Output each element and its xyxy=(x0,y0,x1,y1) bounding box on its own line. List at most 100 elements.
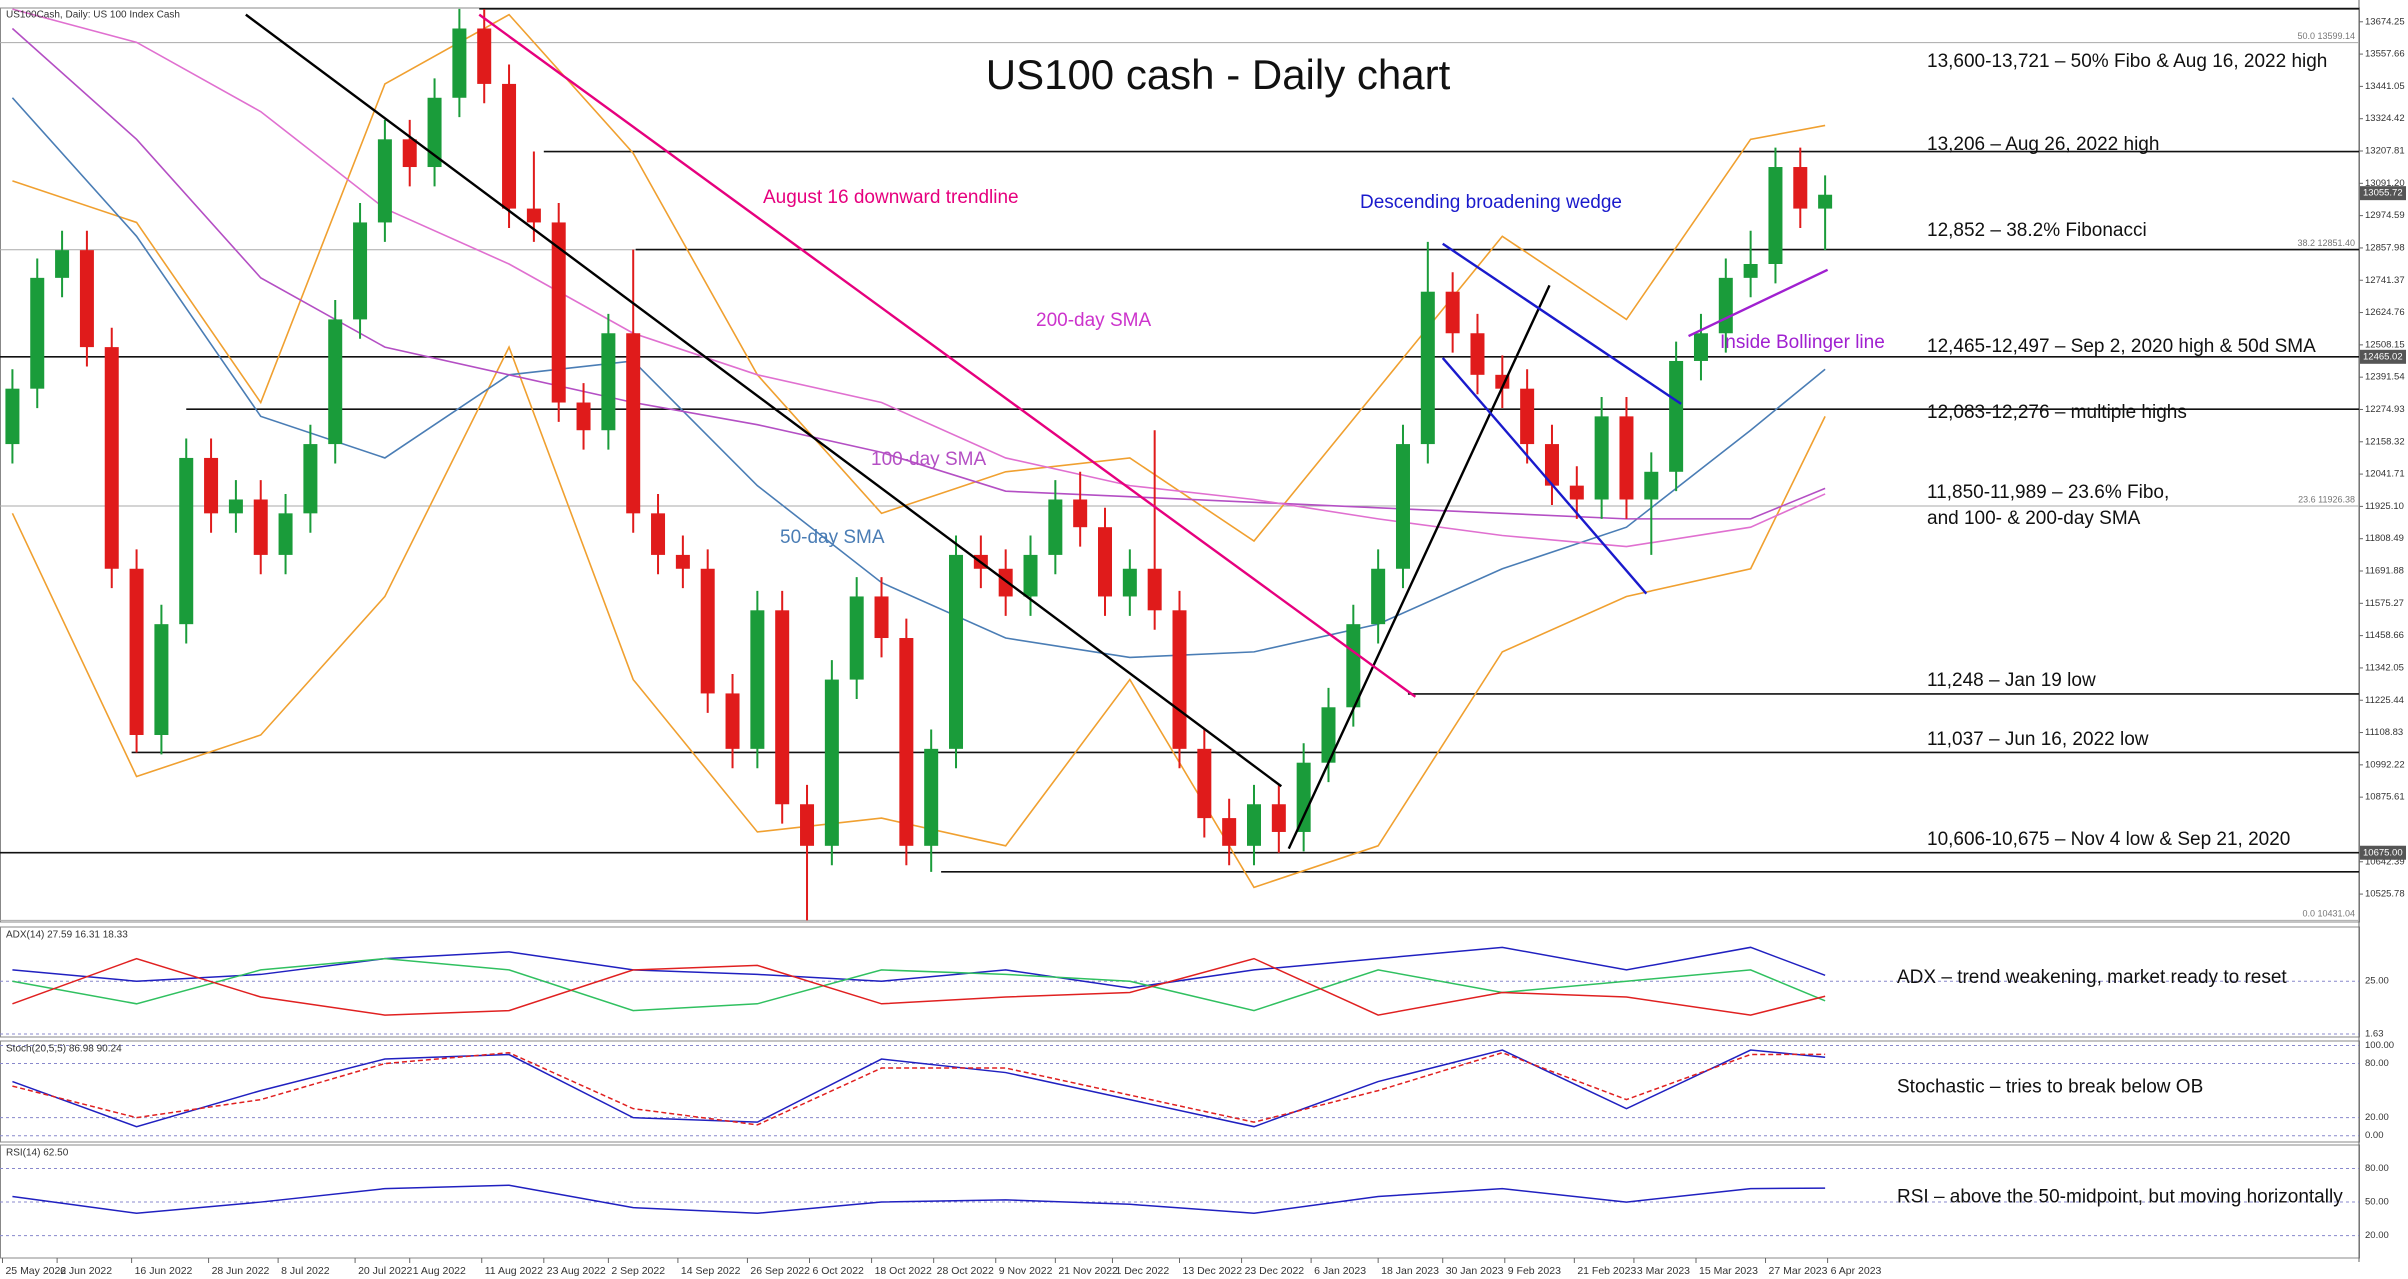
x-tick-label: 1 Dec 2022 xyxy=(1115,1265,1169,1277)
level-note: 11,850-11,989 – 23.6% Fibo, xyxy=(1927,482,2169,503)
y-tick-label: 12857.98 xyxy=(2365,242,2405,253)
level-note: 12,083-12,276 – multiple highs xyxy=(1927,402,2187,423)
candle-body xyxy=(1743,263,1758,278)
candle-body xyxy=(1073,499,1088,528)
level-note: 13,206 – Aug 26, 2022 high xyxy=(1927,134,2159,155)
y-tick-label: 12508.15 xyxy=(2365,339,2405,350)
level-note: 11,037 – Jun 16, 2022 low xyxy=(1927,729,2149,750)
candle-body xyxy=(1246,804,1261,846)
x-tick-label: 30 Jan 2023 xyxy=(1446,1265,1504,1277)
x-tick-label: 20 Jul 2022 xyxy=(358,1265,412,1277)
trendline xyxy=(1287,284,1551,850)
x-tick-label: 9 Nov 2022 xyxy=(999,1265,1053,1277)
y-tick-label: 11108.83 xyxy=(2365,727,2403,738)
x-tick-label: 11 Aug 2022 xyxy=(485,1265,543,1277)
candle-body xyxy=(1793,167,1808,209)
candle-body xyxy=(55,250,70,278)
level-note: 13,600-13,721 – 50% Fibo & Aug 16, 2022 … xyxy=(1927,51,2327,72)
candle-body xyxy=(849,596,864,680)
candle-body xyxy=(1520,388,1535,445)
candle-body xyxy=(1122,568,1137,597)
candle-body xyxy=(154,624,169,735)
indicator-line xyxy=(11,27,1826,520)
indicator-line xyxy=(12,8,1826,548)
y-tick-label: 11691.88 xyxy=(2365,566,2404,577)
y-tick-label: 10642.39 xyxy=(2365,856,2405,867)
x-tick-label: 27 Mar 2023 xyxy=(1769,1265,1828,1277)
candle-body xyxy=(30,277,45,389)
panel-note: RSI – above the 50-midpoint, but moving … xyxy=(1897,1187,2343,1208)
y-tick-label: 13324.42 xyxy=(2365,113,2405,124)
y-tick-label: 12158.32 xyxy=(2365,436,2405,447)
annotation: 100-day SMA xyxy=(871,449,986,470)
candle-body xyxy=(5,388,20,445)
candle-body xyxy=(204,457,219,514)
candle-body xyxy=(874,596,889,639)
candle-body xyxy=(402,139,417,168)
panel-note: ADX – trend weakening, market ready to r… xyxy=(1897,967,2287,988)
x-tick-label: 9 Feb 2023 xyxy=(1508,1265,1561,1277)
y-tick-label: 11925.10 xyxy=(2365,501,2404,512)
candle-body xyxy=(601,333,616,431)
indicator-line xyxy=(12,13,1826,543)
candle-body xyxy=(1544,444,1559,486)
candle-body xyxy=(1693,333,1708,361)
candle-body xyxy=(1718,277,1733,334)
trendline xyxy=(1442,242,1682,405)
price-tag xyxy=(2360,845,2406,860)
x-tick-label: 21 Nov 2022 xyxy=(1058,1265,1118,1277)
annotation: August 16 downward trendline xyxy=(763,187,1019,208)
plot-area xyxy=(0,8,2359,921)
candle-body xyxy=(1594,416,1609,500)
x-tick-label: 13 Dec 2022 xyxy=(1183,1265,1243,1277)
x-tick-label: 1 Aug 2022 xyxy=(413,1265,466,1277)
candle-body xyxy=(179,457,194,625)
y-tick-label: 11808.49 xyxy=(2365,533,2404,544)
candle-body xyxy=(1669,360,1684,472)
candle-body xyxy=(1371,568,1386,625)
y-tick-label: 13207.81 xyxy=(2365,146,2405,157)
y-tick-label: 25.00 xyxy=(2365,976,2389,987)
candle-body xyxy=(576,402,591,431)
candle-body xyxy=(824,679,839,846)
x-tick-label: 28 Jun 2022 xyxy=(212,1265,270,1277)
y-tick-label: 20.00 xyxy=(2365,1230,2389,1241)
x-tick-label: 6 Apr 2023 xyxy=(1831,1265,1882,1277)
x-tick-label: 23 Dec 2022 xyxy=(1245,1265,1305,1277)
candle-body xyxy=(1197,748,1212,819)
annotation: Descending broadening wedge xyxy=(1360,192,1622,213)
y-tick-label: 12624.76 xyxy=(2365,307,2405,318)
x-tick-label: 15 Mar 2023 xyxy=(1699,1265,1758,1277)
chart-title: US100 cash - Daily chart xyxy=(986,51,1451,98)
candle-body xyxy=(651,513,666,555)
fibo-label: 50.0 13599.14 xyxy=(2297,31,2355,41)
x-tick-label: 16 Jun 2022 xyxy=(135,1265,193,1277)
level-note: and 100- & 200-day SMA xyxy=(1927,508,2141,529)
candle-body xyxy=(1296,762,1311,832)
level-note: 12,852 – 38.2% Fibonacci xyxy=(1927,220,2147,241)
indicator-line xyxy=(11,345,1826,889)
candle-body xyxy=(303,444,318,514)
candle-body xyxy=(700,568,715,694)
candle-body xyxy=(253,499,268,555)
y-tick-label: 11225.44 xyxy=(2365,695,2404,706)
candle-body xyxy=(725,693,740,749)
candle-body xyxy=(1098,527,1113,597)
candle-body xyxy=(1470,333,1485,375)
candle-body xyxy=(899,638,914,846)
panel-header: Stoch(20,5,5) 86.98 90.24 xyxy=(6,1044,122,1055)
candle-body xyxy=(526,208,541,223)
candle-body xyxy=(377,139,392,223)
x-tick-label: 6 Jan 2023 xyxy=(1314,1265,1366,1277)
x-tick-label: 28 Oct 2022 xyxy=(937,1265,994,1277)
y-tick-label: 12041.71 xyxy=(2365,469,2405,480)
y-tick-label: 1.63 xyxy=(2365,1029,2384,1040)
y-tick-label: 13441.05 xyxy=(2365,81,2405,92)
trendline xyxy=(1688,268,1829,338)
candle-body xyxy=(1395,444,1410,569)
candle-body xyxy=(477,28,492,84)
x-tick-label: 26 Sep 2022 xyxy=(750,1265,810,1277)
y-tick-label: 11458.66 xyxy=(2365,630,2404,641)
candle-body xyxy=(1147,568,1162,611)
